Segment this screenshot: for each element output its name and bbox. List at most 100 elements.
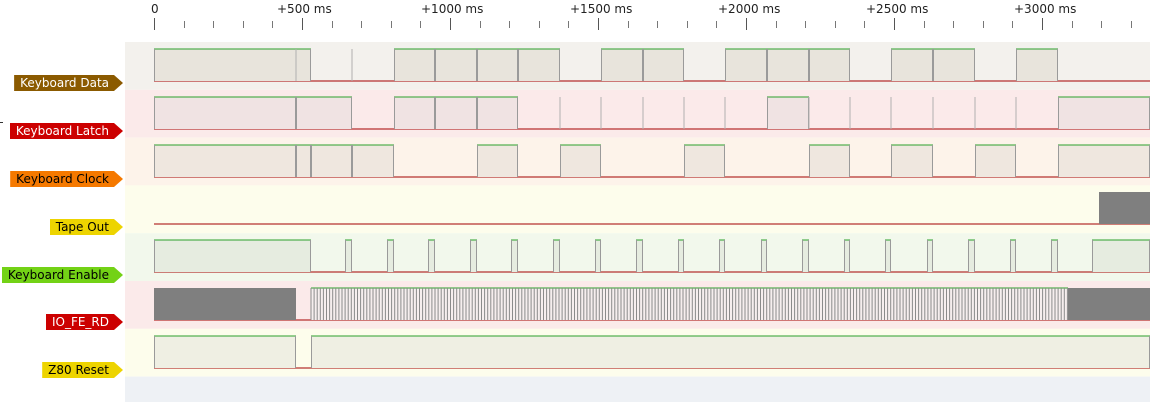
ruler-ticks [125, 0, 1150, 42]
high-pulse [885, 240, 891, 272]
dense-activity-block [1099, 192, 1150, 224]
ruler-tick [1042, 18, 1043, 30]
ruler-tick [835, 21, 836, 28]
high-pulse [968, 240, 975, 272]
dense-activity-block [1068, 288, 1150, 320]
high-pulse [636, 240, 643, 272]
high-pulse [296, 145, 311, 177]
high-pulse [394, 49, 435, 81]
high-pulse [428, 240, 435, 272]
high-pulse [352, 145, 394, 177]
ruler-tick [243, 21, 244, 28]
trace-row-tape-out [125, 185, 1150, 234]
ruler-tick [746, 18, 747, 30]
ruler-label-1000: +1000 ms [421, 2, 484, 16]
high-pulse [553, 240, 560, 272]
ruler-tick [420, 21, 421, 28]
high-pulse [844, 240, 850, 272]
high-pulse [1016, 49, 1058, 81]
ruler-tick [924, 21, 925, 28]
high-pulse [511, 240, 518, 272]
high-pulse [601, 49, 643, 81]
high-pulse [643, 49, 684, 81]
ruler-tick [1072, 21, 1073, 28]
high-pulse [154, 49, 311, 81]
ruler-tick [628, 21, 629, 28]
ruler-tick [184, 21, 185, 28]
ruler-tick [391, 21, 392, 28]
ruler-tick [361, 21, 362, 28]
signal-label-z80-reset[interactable]: Z80 Reset [42, 362, 123, 378]
ruler-label-500: +500 ms [277, 2, 332, 16]
empty-row [125, 376, 1150, 402]
row-marker [0, 122, 3, 123]
high-pulse [891, 145, 933, 177]
high-pulse [345, 240, 352, 272]
high-pulse [477, 49, 518, 81]
ruler-tick [894, 18, 895, 30]
signal-label-io-fe-rd[interactable]: IO_FE_RD [46, 314, 123, 330]
high-pulse [684, 145, 725, 177]
high-pulse [518, 49, 560, 81]
signal-label-keyboard-clock[interactable]: Keyboard Clock [10, 171, 123, 187]
ruler-label-2500: +2500 ms [866, 2, 929, 16]
ruler-tick [864, 21, 865, 28]
ruler-tick [776, 21, 777, 28]
high-pulse [394, 97, 435, 129]
trace-view[interactable] [125, 42, 1150, 402]
ruler-tick [1131, 21, 1132, 28]
ruler-tick [953, 21, 954, 28]
high-pulse [891, 49, 933, 81]
high-pulse [435, 49, 477, 81]
high-pulse [154, 336, 296, 368]
high-pulse [477, 145, 518, 177]
high-pulse [595, 240, 601, 272]
high-pulse [154, 240, 311, 272]
signal-label-keyboard-latch[interactable]: Keyboard Latch [10, 123, 123, 139]
high-pulse [387, 240, 394, 272]
high-pulse [678, 240, 684, 272]
high-pulse [1058, 145, 1150, 177]
ruler-tick [213, 21, 214, 28]
ruler-tick [480, 21, 481, 28]
ruler-label-1500: +1500 ms [570, 2, 633, 16]
ruler-tick [332, 21, 333, 28]
signal-label-keyboard-enable[interactable]: Keyboard Enable [2, 267, 123, 283]
time-ruler[interactable]: 0 +500 ms +1000 ms +1500 ms +2000 ms +25… [125, 0, 1150, 42]
ruler-tick [450, 18, 451, 30]
high-pulse [719, 240, 725, 272]
ruler-label-3000: +3000 ms [1014, 2, 1077, 16]
ruler-tick [1012, 21, 1013, 28]
high-pulse [975, 145, 1016, 177]
ruler-label-0: 0 [151, 2, 159, 16]
high-pulse [767, 97, 809, 129]
high-pulse [809, 145, 850, 177]
high-pulse [761, 240, 767, 272]
high-pulse [927, 240, 933, 272]
high-pulse [435, 97, 477, 129]
high-pulse [477, 97, 518, 129]
ruler-tick [716, 21, 717, 28]
trace-canvas[interactable] [125, 42, 1150, 402]
high-pulse [154, 145, 296, 177]
high-pulse [1010, 240, 1016, 272]
signal-name-column: Keyboard Data Keyboard Latch Keyboard Cl… [0, 42, 125, 402]
signal-label-tape-out[interactable]: Tape Out [50, 219, 123, 235]
ruler-tick [1101, 21, 1102, 28]
ruler-tick [687, 21, 688, 28]
high-pulse [311, 336, 1150, 368]
high-pulse [1051, 240, 1058, 272]
ruler-tick [568, 21, 569, 28]
high-pulse [809, 49, 850, 81]
dense-activity-block [154, 288, 296, 320]
ruler-tick [598, 18, 599, 30]
signal-label-keyboard-data[interactable]: Keyboard Data [14, 75, 123, 91]
ruler-label-2000: +2000 ms [718, 2, 781, 16]
high-pulse [725, 49, 767, 81]
ruler-tick [805, 21, 806, 28]
high-pulse [767, 49, 809, 81]
high-pulse [1092, 240, 1150, 272]
high-pulse [560, 145, 601, 177]
ruler-tick [983, 21, 984, 28]
ruler-tick [539, 21, 540, 28]
